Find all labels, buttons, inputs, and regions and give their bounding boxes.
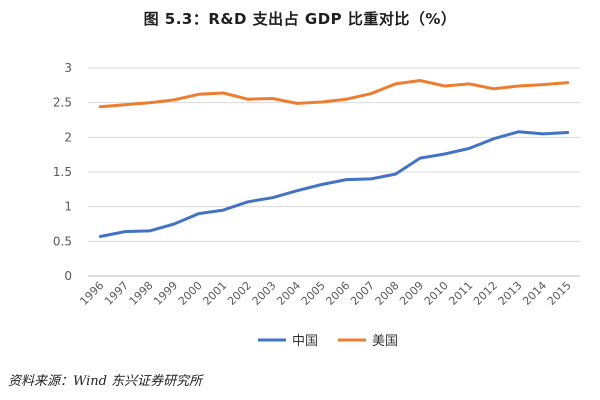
legend-label-usa: 美国: [372, 334, 398, 349]
legend-label-china: 中国: [292, 334, 318, 349]
source-note: 资料来源：Wind 东兴证券研究所: [8, 374, 203, 389]
chart-title: 图 5.3：R&D 支出占 GDP 比重对比（%）: [143, 10, 457, 28]
x-tick-label: 2012: [471, 279, 500, 308]
x-tick-label: 2005: [299, 279, 328, 308]
x-tick-label: 2000: [176, 279, 205, 308]
x-tick-label: 2009: [397, 279, 426, 308]
x-tick-label: 2014: [520, 279, 549, 308]
x-tick-label: 1996: [77, 279, 106, 308]
y-tick-label: 1.5: [53, 165, 72, 179]
x-tick-label: 2011: [446, 279, 475, 308]
y-tick-label: 2.5: [53, 96, 72, 110]
x-tick-label: 2008: [373, 279, 402, 308]
y-tick-label: 0: [64, 269, 72, 283]
x-tick-label: 1997: [102, 279, 131, 308]
x-tick-label: 1999: [151, 279, 180, 308]
series-line-china: [98, 130, 570, 238]
x-tick-label: 2015: [545, 279, 574, 308]
x-tick-label: 2002: [225, 279, 254, 308]
x-tick-label: 2007: [348, 279, 377, 308]
x-tick-label: 2010: [422, 279, 451, 308]
line-chart: 00.511.522.53199619971998199920002001200…: [53, 61, 580, 349]
x-tick-label: 2004: [274, 279, 303, 308]
x-tick-label: 1998: [127, 279, 156, 308]
x-tick-label: 2013: [496, 279, 525, 308]
x-tick-label: 2001: [200, 279, 229, 308]
x-tick-label: 2003: [250, 279, 279, 308]
series-line-usa: [98, 79, 570, 109]
y-tick-label: 3: [64, 61, 72, 75]
x-tick-label: 2006: [323, 279, 352, 308]
y-tick-label: 1: [64, 200, 72, 214]
y-tick-label: 2: [64, 130, 72, 144]
y-tick-label: 0.5: [53, 234, 72, 248]
